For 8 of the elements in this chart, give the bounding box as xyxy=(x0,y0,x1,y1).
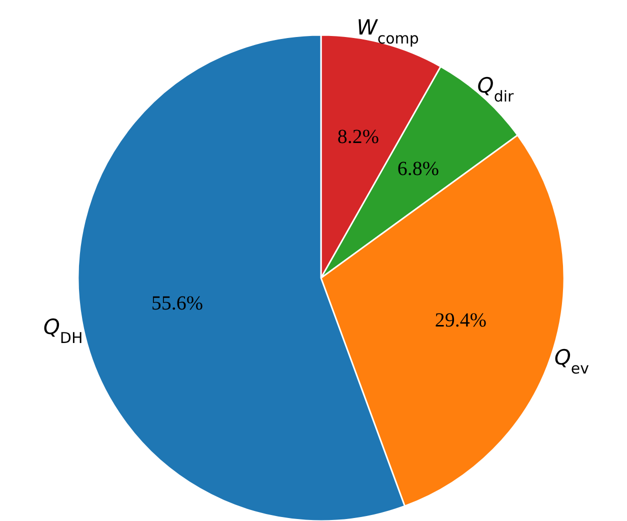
data-label: 8.2% xyxy=(337,126,380,148)
data-label: 29.4% xyxy=(434,309,487,332)
slice-label: Q$_{dir}$ xyxy=(477,74,515,106)
slice-label: Q$_{ev}$ xyxy=(554,345,590,378)
slice-label: Q$_{DH}$ xyxy=(43,314,83,347)
data-label: 6.8% xyxy=(397,158,440,180)
data-label: 55.6% xyxy=(151,292,204,315)
slice-label: W$_{comp}$ xyxy=(356,16,419,48)
